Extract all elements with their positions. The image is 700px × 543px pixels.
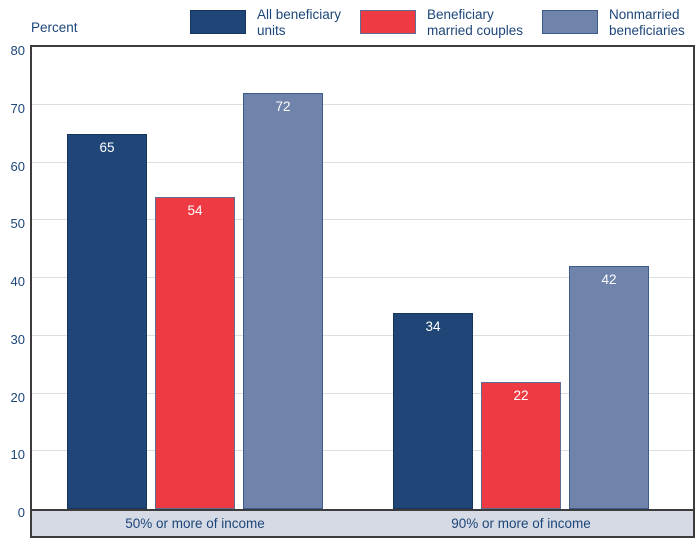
legend-item-1: Beneficiary married couples (360, 7, 523, 39)
y-tick-label-30: 30 (10, 331, 25, 347)
bar-value-label: 22 (513, 387, 529, 403)
gridline-10 (32, 450, 693, 452)
y-tick-label-20: 20 (10, 389, 25, 405)
y-tick-label-60: 60 (10, 158, 25, 174)
bar-value-label: 65 (99, 139, 115, 155)
y-tick-label-40: 40 (10, 274, 25, 289)
bar-group1-series1: 22 (481, 381, 561, 509)
y-axis-unit-label: Percent (31, 20, 78, 35)
y-tick-label-0: 0 (17, 505, 25, 520)
legend-swatch-icon (360, 10, 416, 34)
bar-group0-series1: 54 (155, 197, 235, 509)
x-category-label-0: 50% or more of income (125, 516, 265, 531)
legend-item-0: All beneficiary units (190, 7, 341, 39)
legend-label-line: Beneficiary (427, 7, 494, 22)
gridline-70 (32, 103, 693, 105)
bar-value-label: 34 (425, 318, 441, 334)
y-tick-label-50: 50 (10, 216, 25, 232)
y-tick-label-10: 10 (10, 447, 25, 463)
gridline-30 (32, 334, 693, 336)
bar-group0-series0: 65 (67, 133, 147, 509)
legend-label-line: units (257, 23, 286, 38)
legend-label-line: All beneficiary (257, 7, 342, 22)
bar-group1-series0: 34 (393, 312, 473, 509)
y-tick-label-80: 80 (10, 43, 25, 58)
gridline-20 (32, 392, 693, 394)
bar-value-label: 42 (601, 272, 617, 288)
gridline-40 (32, 277, 693, 278)
bar-group0-series2: 72 (243, 93, 323, 509)
legend-label-line: Nonmarried (609, 7, 680, 22)
gridline-50 (32, 219, 693, 221)
bar-value-label: 72 (275, 99, 291, 115)
legend-label-line: married couples (427, 23, 524, 38)
plot-area: 65 54 72 34 22 42 50% or more of income 90% or… (30, 45, 695, 538)
bar-group1-series2: 42 (569, 266, 649, 509)
legend-item-2: Nonmarried beneficiaries (542, 7, 685, 39)
legend-swatch-icon (190, 10, 246, 34)
y-tick-label-70: 70 (10, 100, 25, 116)
legend-item-label: Beneficiary married couples (427, 7, 523, 39)
legend-label-line: beneficiaries (609, 23, 685, 38)
legend-swatch-icon (542, 10, 598, 34)
bar-value-label: 54 (187, 203, 203, 219)
legend-item-label: All beneficiary units (257, 7, 341, 39)
gridline-60 (32, 161, 693, 163)
x-axis-category-band: 50% or more of income 90% or more of inco… (32, 509, 693, 536)
legend-item-label: Nonmarried beneficiaries (609, 7, 685, 39)
x-category-label-1: 90% or more of income (451, 516, 591, 531)
